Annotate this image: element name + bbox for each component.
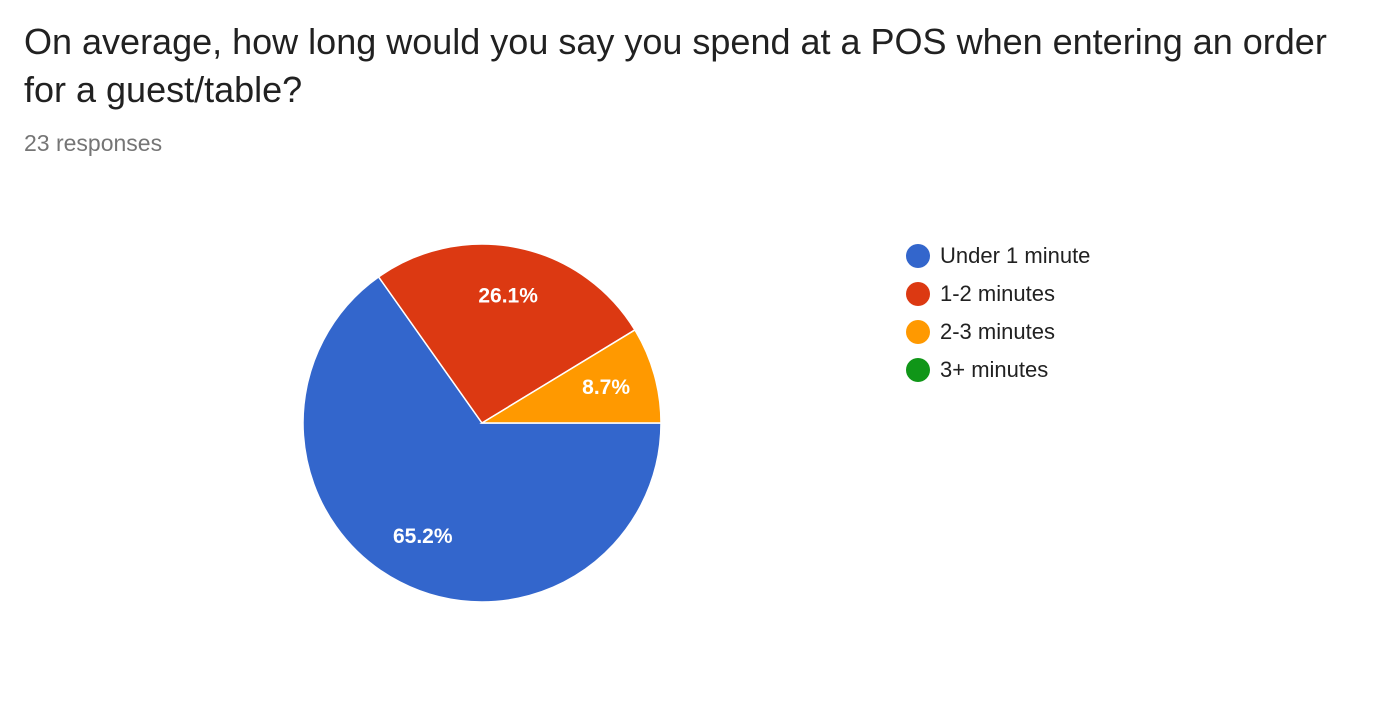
legend-label: 2-3 minutes [940, 319, 1055, 344]
pie-slice [479, 328, 662, 424]
pie-slice [377, 243, 636, 425]
legend-marker [906, 358, 930, 382]
legend-marker [906, 244, 930, 268]
pie-slice [302, 275, 662, 603]
legend-label: 1-2 minutes [940, 281, 1055, 306]
legend-label: Under 1 minute [940, 243, 1090, 268]
chart-title: On average, how long would you say you s… [24, 21, 1327, 110]
data-label: 65.2% [393, 525, 453, 548]
legend-marker [906, 320, 930, 344]
legend-marker [906, 282, 930, 306]
chart-subtitle: 23 responses [24, 130, 163, 156]
legend-label: 3+ minutes [940, 357, 1048, 382]
data-label: 8.7% [582, 376, 630, 399]
data-label: 26.1% [478, 284, 538, 307]
